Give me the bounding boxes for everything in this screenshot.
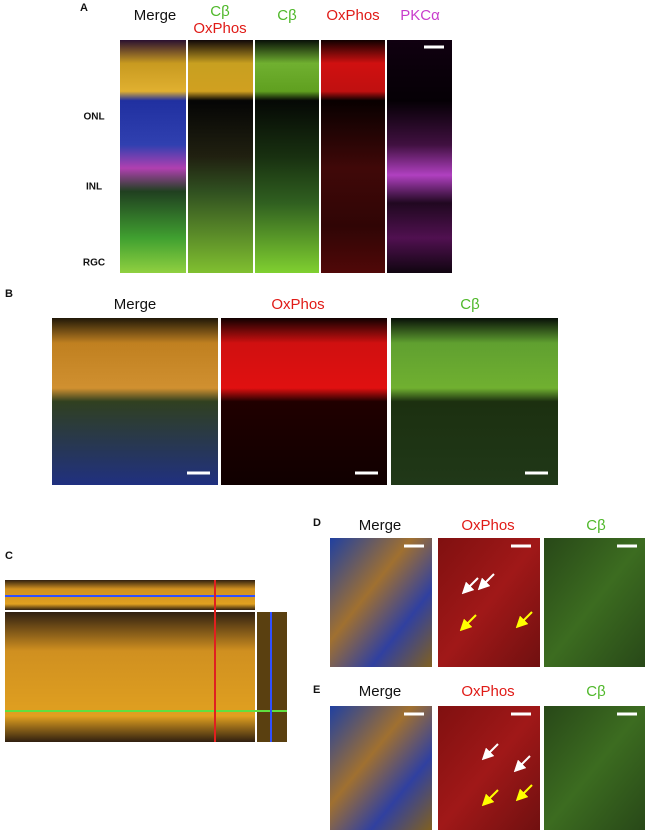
arrow — [461, 577, 479, 595]
micrograph — [391, 318, 558, 485]
arrow — [481, 743, 499, 761]
micrograph — [221, 318, 387, 485]
column-label: Cβ — [586, 683, 606, 700]
column-label: OxPhos — [461, 683, 514, 700]
column-label: OxPhos — [326, 7, 379, 24]
column-label: OxPhos — [461, 517, 514, 534]
micrograph — [544, 706, 645, 830]
column-label: Cβ — [277, 7, 297, 24]
arrow — [513, 755, 531, 773]
column-label: Merge — [359, 683, 402, 700]
arrow — [481, 789, 499, 807]
arrow — [477, 573, 495, 591]
panel-letter: E — [313, 684, 320, 696]
arrow — [459, 614, 477, 632]
arrow — [515, 611, 533, 629]
micrograph — [321, 40, 385, 273]
micrograph — [387, 40, 452, 273]
micrograph — [188, 40, 253, 273]
column-label: PKCα — [400, 7, 440, 24]
micrograph — [330, 538, 432, 667]
column-label: Merge — [134, 7, 177, 24]
panel-letter: B — [5, 288, 13, 300]
micrograph — [120, 40, 186, 273]
column-label: OxPhos — [193, 20, 246, 37]
micrograph — [330, 706, 432, 830]
panel-letter: D — [313, 517, 321, 529]
column-label: Merge — [359, 517, 402, 534]
micrograph — [438, 706, 540, 830]
micrograph — [52, 318, 218, 485]
layer-label: RGC — [83, 258, 105, 269]
layer-label: ONL — [83, 112, 104, 123]
micrograph — [5, 612, 255, 742]
column-label: Cβ — [460, 296, 480, 313]
layer-label: INL — [86, 182, 102, 193]
column-label: OxPhos — [271, 296, 324, 313]
column-label: Cβ — [210, 3, 230, 20]
micrograph — [438, 538, 540, 667]
panel-letter: A — [80, 2, 88, 14]
column-label: Merge — [114, 296, 157, 313]
micrograph — [544, 538, 645, 667]
column-label: Cβ — [586, 517, 606, 534]
micrograph — [255, 40, 319, 273]
arrow — [515, 784, 533, 802]
panel-letter: C — [5, 550, 13, 562]
